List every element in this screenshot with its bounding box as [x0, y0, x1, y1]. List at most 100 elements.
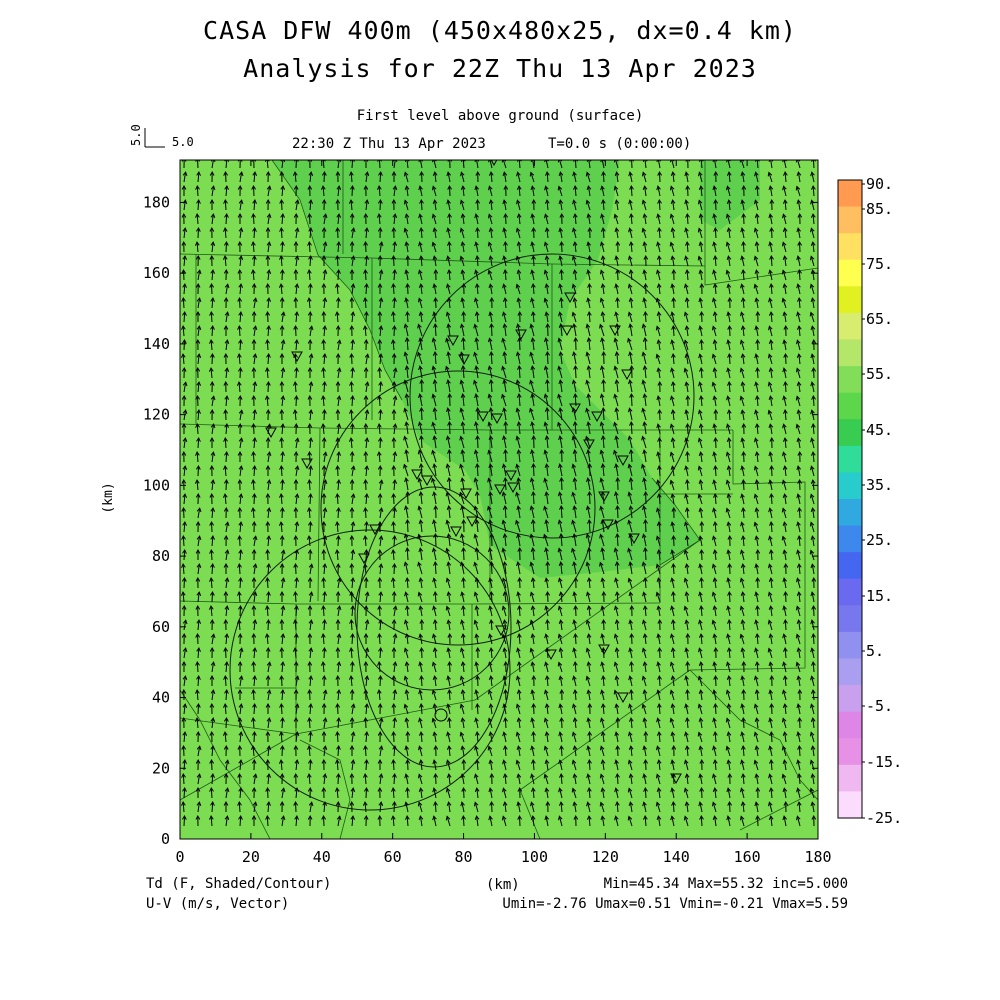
- colorbar-label: -15.: [866, 753, 902, 771]
- station-marker-icon: [450, 526, 462, 538]
- station-markers: [265, 160, 682, 785]
- y-tick-label: 60: [152, 618, 170, 636]
- colorbar: 90. 85. 75. 65. 55. 45. 35. 25. 15. 5. -5. -15. -25.: [837, 175, 902, 827]
- colorbar-segment: [838, 286, 862, 314]
- colorbar-label: 35.: [866, 476, 893, 494]
- colorbar-segment: [838, 658, 862, 686]
- plot-frame: [179, 159, 819, 840]
- station-marker-icon: [621, 369, 633, 381]
- colorbar-segment: [838, 685, 862, 713]
- station-marker-icon: [447, 335, 459, 347]
- colorbar-label: -5.: [866, 697, 893, 715]
- valid-time-label: 22:30 Z Thu 13 Apr 2023: [292, 136, 486, 152]
- colorbar-label: 15.: [866, 587, 893, 605]
- colorbar-label: 45.: [866, 421, 893, 439]
- x-axis-label: (km): [486, 877, 520, 893]
- colorbar-segment: [838, 180, 862, 208]
- station-marker-icon: [491, 413, 503, 425]
- wind-stats: Umin=-2.76 Umax=0.51 Vmin=-0.21 Vmax=5.5…: [502, 896, 848, 912]
- level-label: First level above ground (surface): [356, 108, 644, 124]
- x-axis: 0 20 40 60 80 100 120 140 160 180: [175, 160, 832, 866]
- shaded-variable-label: Td (F, Shaded/Contour): [146, 876, 332, 892]
- x-tick-label: 40: [313, 848, 331, 866]
- colorbar-label: 55.: [866, 365, 893, 383]
- colorbar-segment: [838, 499, 862, 527]
- station-marker-icon: [265, 427, 277, 439]
- x-tick-label: 120: [592, 848, 619, 866]
- vector-key-x-label: 5.0: [172, 135, 194, 149]
- colorbar-segment: [838, 711, 862, 739]
- colorbar-segment: [838, 525, 862, 553]
- station-marker-icon: [628, 533, 640, 545]
- station-marker-icon: [569, 403, 581, 415]
- station-marker-icon: [495, 625, 507, 637]
- y-tick-label: 120: [143, 406, 170, 424]
- station-marker-icon: [602, 519, 614, 531]
- colorbar-segment: [838, 312, 862, 340]
- station-marker-icon: [494, 484, 506, 496]
- y-tick-label: 140: [143, 335, 170, 353]
- colorbar-segment: [838, 605, 862, 633]
- station-marker-icon: [515, 329, 527, 341]
- plot-area: [180, 160, 818, 839]
- colorbar-segment: [838, 259, 862, 287]
- radar-range-rings: [229, 253, 695, 811]
- colorbar-segment: [838, 472, 862, 500]
- station-marker-icon: [466, 516, 478, 528]
- y-tick-label: 20: [152, 759, 170, 777]
- colorbar-segment: [838, 631, 862, 659]
- y-axis: 0 20 40 60 80 100 120 140 160 180: [143, 193, 818, 848]
- station-marker-icon: [564, 292, 576, 304]
- colorbar-segment: [838, 339, 862, 367]
- station-marker-icon: [561, 325, 573, 337]
- station-marker-icon: [598, 644, 610, 656]
- y-tick-label: 100: [143, 476, 170, 494]
- colorbar-label: 85.: [866, 200, 893, 218]
- colorbar-label: 5.: [866, 642, 884, 660]
- y-tick-label: 80: [152, 547, 170, 565]
- colorbar-segment: [838, 764, 862, 792]
- station-marker-icon: [301, 458, 313, 470]
- station-marker-icon: [477, 411, 489, 423]
- x-tick-label: 180: [804, 848, 831, 866]
- colorbar-segment: [838, 206, 862, 234]
- station-marker-icon: [591, 411, 603, 423]
- colorbar-label: 75.: [866, 255, 893, 273]
- station-marker-icon: [291, 351, 303, 363]
- x-tick-label: 20: [242, 848, 260, 866]
- station-marker-icon: [609, 325, 621, 337]
- station-marker-icon: [670, 773, 682, 785]
- vector-key: 5.0 5.0: [129, 124, 194, 149]
- colorbar-segment: [838, 552, 862, 580]
- colorbar-label: 65.: [866, 310, 893, 328]
- colorbar-segment: [838, 366, 862, 394]
- colorbar-label: 90.: [866, 175, 893, 193]
- x-tick-label: 100: [521, 848, 548, 866]
- model-time-label: T=0.0 s (0:00:00): [548, 136, 692, 152]
- station-marker-icon: [617, 455, 629, 467]
- x-tick-label: 140: [663, 848, 690, 866]
- colorbar-segment: [838, 392, 862, 420]
- y-tick-label: 40: [152, 689, 170, 707]
- field-stats: Min=45.34 Max=55.32 inc=5.000: [603, 876, 848, 892]
- colorbar-segment: [838, 445, 862, 473]
- station-marker-icon: [460, 488, 472, 500]
- colorbar-segment: [838, 738, 862, 766]
- station-marker-icon: [617, 692, 629, 704]
- station-marker-icon: [358, 553, 370, 565]
- wind-vectors: [180, 160, 817, 827]
- station-marker-icon: [583, 439, 595, 451]
- radar-site-icon: [434, 708, 448, 722]
- x-tick-label: 160: [734, 848, 761, 866]
- station-marker-icon: [505, 470, 517, 482]
- station-marker-icon: [369, 524, 381, 536]
- x-tick-label: 80: [455, 848, 473, 866]
- colorbar-label: 25.: [866, 531, 893, 549]
- colorbar-label: -25.: [866, 809, 902, 827]
- y-tick-label: 0: [161, 830, 170, 848]
- station-marker-icon: [507, 482, 519, 494]
- plot-title-line2: Analysis for 22Z Thu 13 Apr 2023: [243, 54, 757, 83]
- station-marker-icon: [411, 469, 423, 481]
- colorbar-segment: [838, 578, 862, 606]
